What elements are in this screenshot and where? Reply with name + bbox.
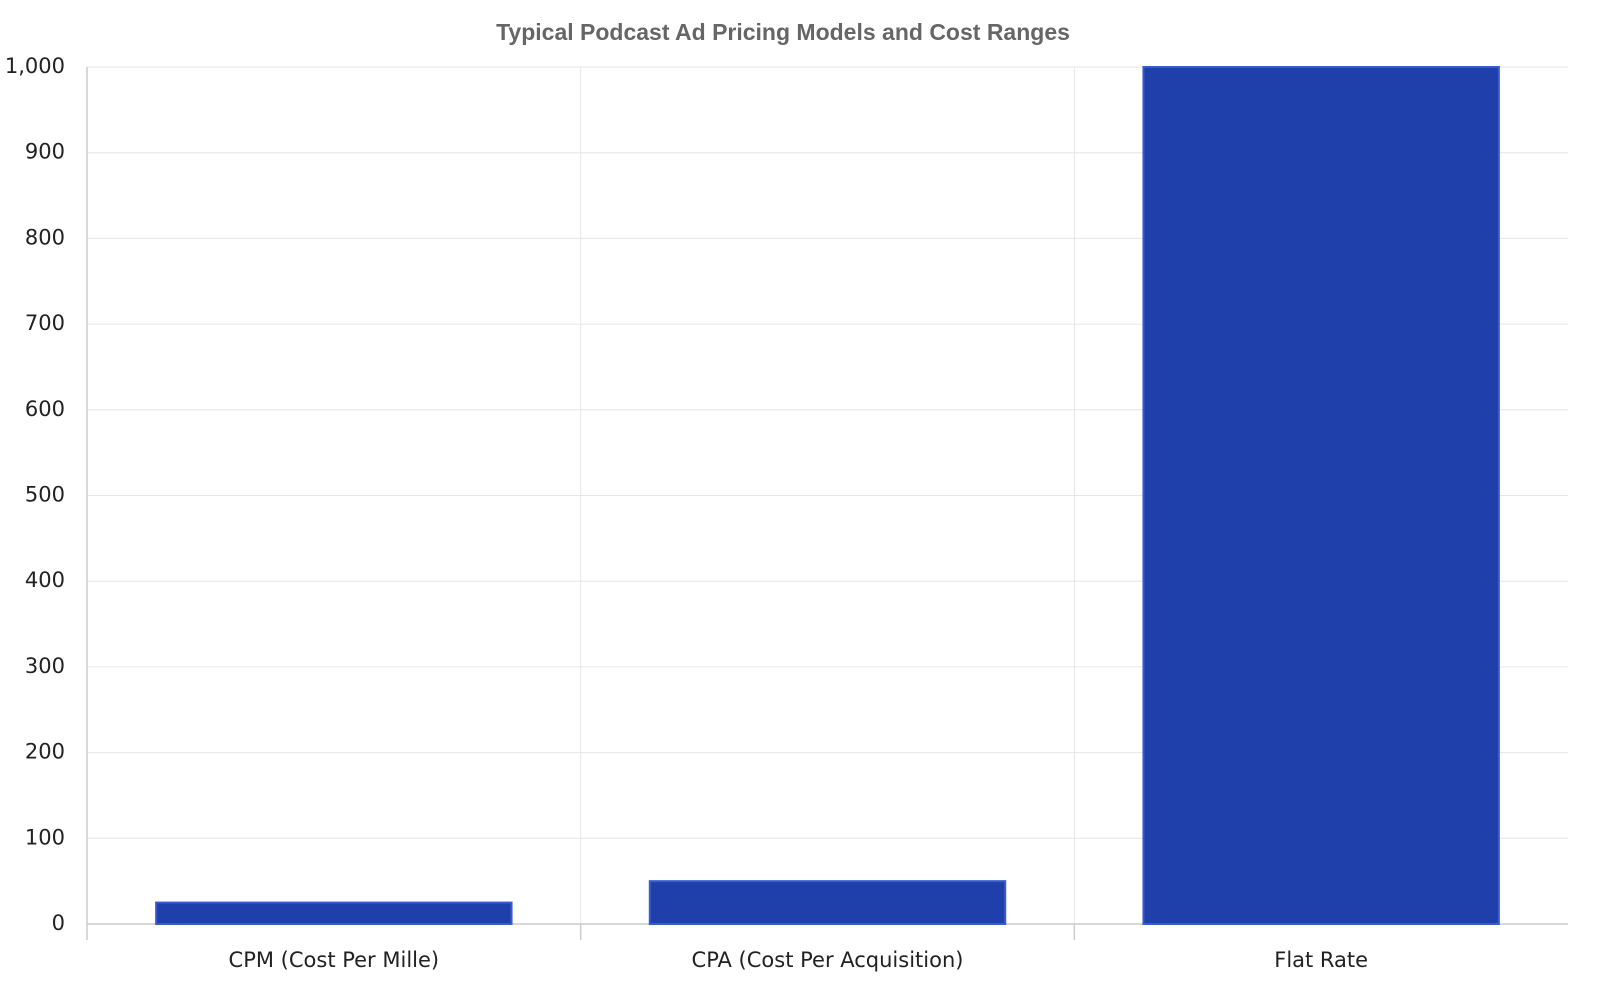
y-tick-label: 300 <box>25 654 65 678</box>
bar <box>1142 66 1500 925</box>
y-tick-label: 500 <box>25 483 65 507</box>
y-tick-label: 700 <box>25 311 65 335</box>
y-tick-label: 1,000 <box>5 54 65 78</box>
y-tick-label: 100 <box>25 825 65 849</box>
y-tick-label: 0 <box>52 911 65 935</box>
x-tick-label: Flat Rate <box>1274 948 1368 972</box>
x-tick-label: CPA (Cost Per Acquisition) <box>692 948 964 972</box>
y-tick-label: 200 <box>25 740 65 764</box>
y-tick-label: 800 <box>25 225 65 249</box>
y-tick-label: 400 <box>25 568 65 592</box>
y-tick-label: 600 <box>25 397 65 421</box>
y-tick-label: 900 <box>25 140 65 164</box>
bar <box>648 880 1007 926</box>
bar <box>155 901 513 926</box>
x-tick-label: CPM (Cost Per Mille) <box>229 948 440 972</box>
chart-title: Typical Podcast Ad Pricing Models and Co… <box>496 19 1070 45</box>
